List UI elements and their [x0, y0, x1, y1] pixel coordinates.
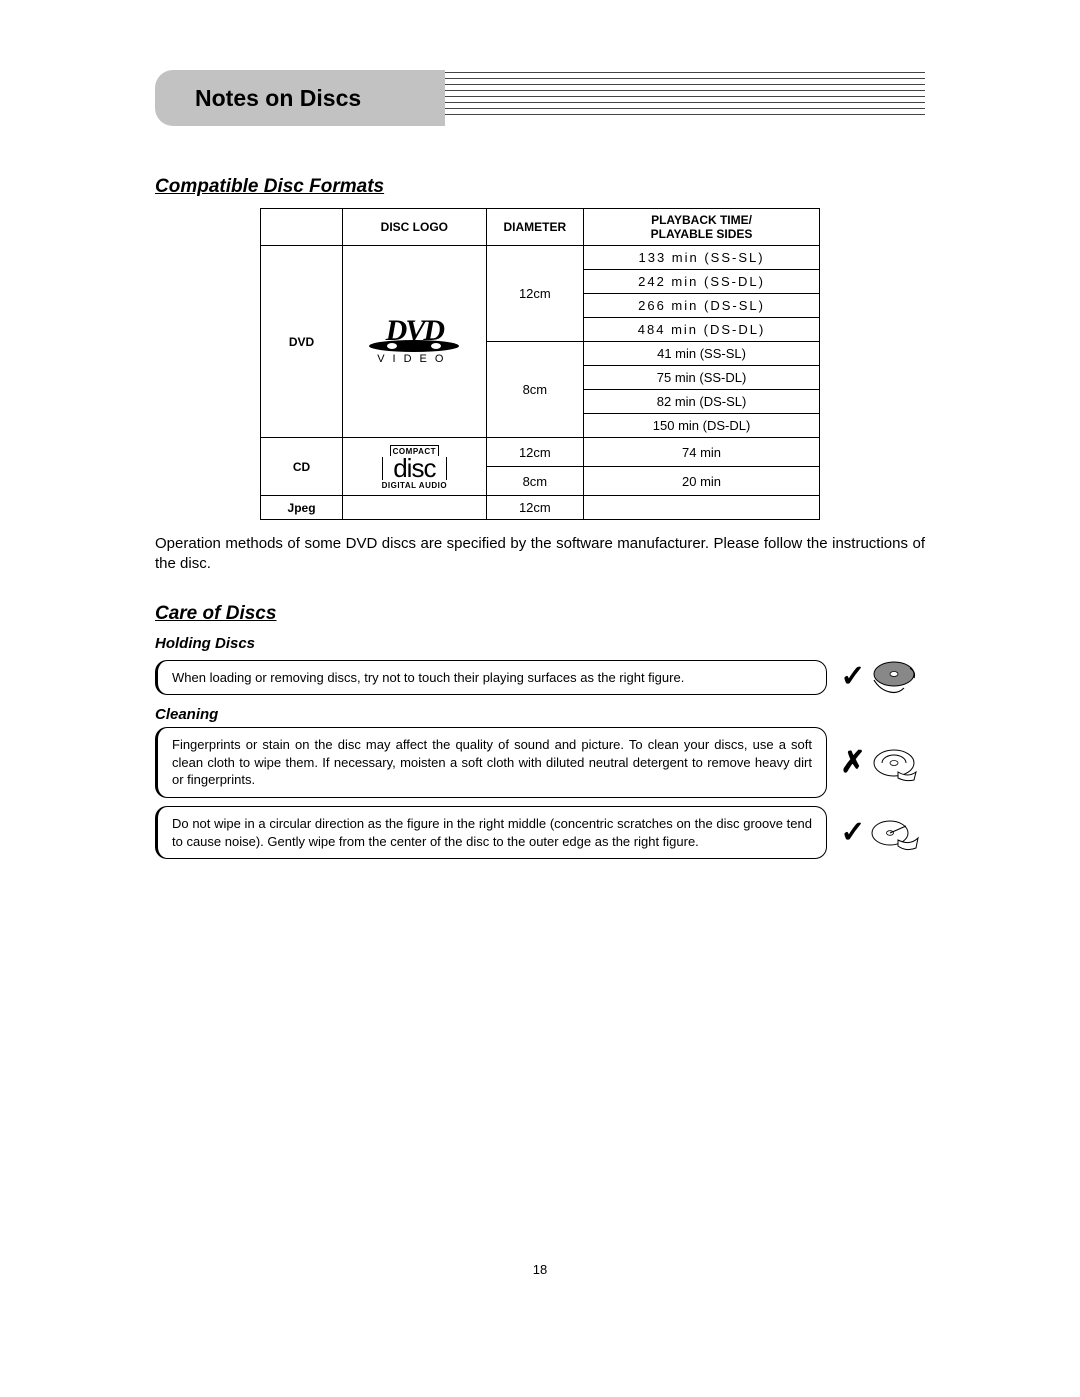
page-header: Notes on Discs	[155, 70, 925, 126]
dvd-logo-icon: DVD VIDEO	[349, 319, 480, 365]
table-header-blank	[261, 209, 343, 246]
cd-row: 74 min	[584, 438, 820, 467]
x-mark-icon: ✗	[840, 748, 865, 778]
wipe-radial-icon	[868, 812, 920, 854]
jpeg-label: Jpeg	[261, 496, 343, 520]
dvd-label: DVD	[261, 246, 343, 438]
cd-label: CD	[261, 438, 343, 496]
holding-icon-group: ✓	[835, 656, 925, 698]
jpeg-diameter: 12cm	[486, 496, 583, 520]
checkmark-icon: ✓	[840, 818, 865, 848]
jpeg-time	[584, 496, 820, 520]
cleaning-box-2: Do not wipe in a circular direction as t…	[155, 806, 827, 859]
dvd-row: 41 min (SS-SL)	[584, 342, 820, 366]
cleaning-box-1: Fingerprints or stain on the disc may af…	[155, 727, 827, 798]
cd-logo-icon: COMPACT disc DIGITAL AUDIO	[382, 442, 447, 490]
disc-formats-table: DISC LOGO DIAMETER PLAYBACK TIME/PLAYABL…	[260, 208, 820, 520]
dvd-row: 266 min (DS-SL)	[584, 294, 820, 318]
dvd-row: 484 min (DS-DL)	[584, 318, 820, 342]
dvd-row: 75 min (SS-DL)	[584, 366, 820, 390]
cd-row: 20 min	[584, 467, 820, 496]
section-title-care: Care of Discs	[155, 603, 925, 625]
dvd-row: 242 min (SS-DL)	[584, 270, 820, 294]
checkmark-icon: ✓	[840, 662, 865, 692]
holding-title: Holding Discs	[155, 635, 925, 652]
table-header-logo: DISC LOGO	[343, 209, 487, 246]
dvd-8cm-diameter: 8cm	[486, 342, 583, 438]
cleaning-row-1: Fingerprints or stain on the disc may af…	[155, 727, 925, 798]
dvd-logo-cell: DVD VIDEO	[343, 246, 487, 438]
wipe-circular-icon	[868, 742, 920, 784]
cd-12cm-diameter: 12cm	[486, 438, 583, 467]
dvd-row: 133 min (SS-SL)	[584, 246, 820, 270]
dvd-row: 150 min (DS-DL)	[584, 414, 820, 438]
hand-holding-disc-icon	[868, 656, 920, 698]
cleaning-icon-2: ✓	[835, 812, 925, 854]
jpeg-logo-cell	[343, 496, 487, 520]
cleaning-icon-1: ✗	[835, 742, 925, 784]
formats-note: Operation methods of some DVD discs are …	[155, 534, 925, 573]
cd-logo-cell: COMPACT disc DIGITAL AUDIO	[343, 438, 487, 496]
page-number: 18	[0, 1262, 1080, 1277]
dvd-12cm-diameter: 12cm	[486, 246, 583, 342]
holding-box: When loading or removing discs, try not …	[155, 660, 827, 696]
table-header-diameter: DIAMETER	[486, 209, 583, 246]
cleaning-title: Cleaning	[155, 706, 925, 723]
dvd-row: 82 min (DS-SL)	[584, 390, 820, 414]
cd-8cm-diameter: 8cm	[486, 467, 583, 496]
header-decorative-lines	[445, 70, 925, 126]
section-title-compatible: Compatible Disc Formats	[155, 176, 925, 198]
cleaning-row-2: Do not wipe in a circular direction as t…	[155, 806, 925, 859]
holding-row: When loading or removing discs, try not …	[155, 656, 925, 698]
header-title: Notes on Discs	[155, 70, 445, 126]
table-header-playback: PLAYBACK TIME/PLAYABLE SIDES	[584, 209, 820, 246]
